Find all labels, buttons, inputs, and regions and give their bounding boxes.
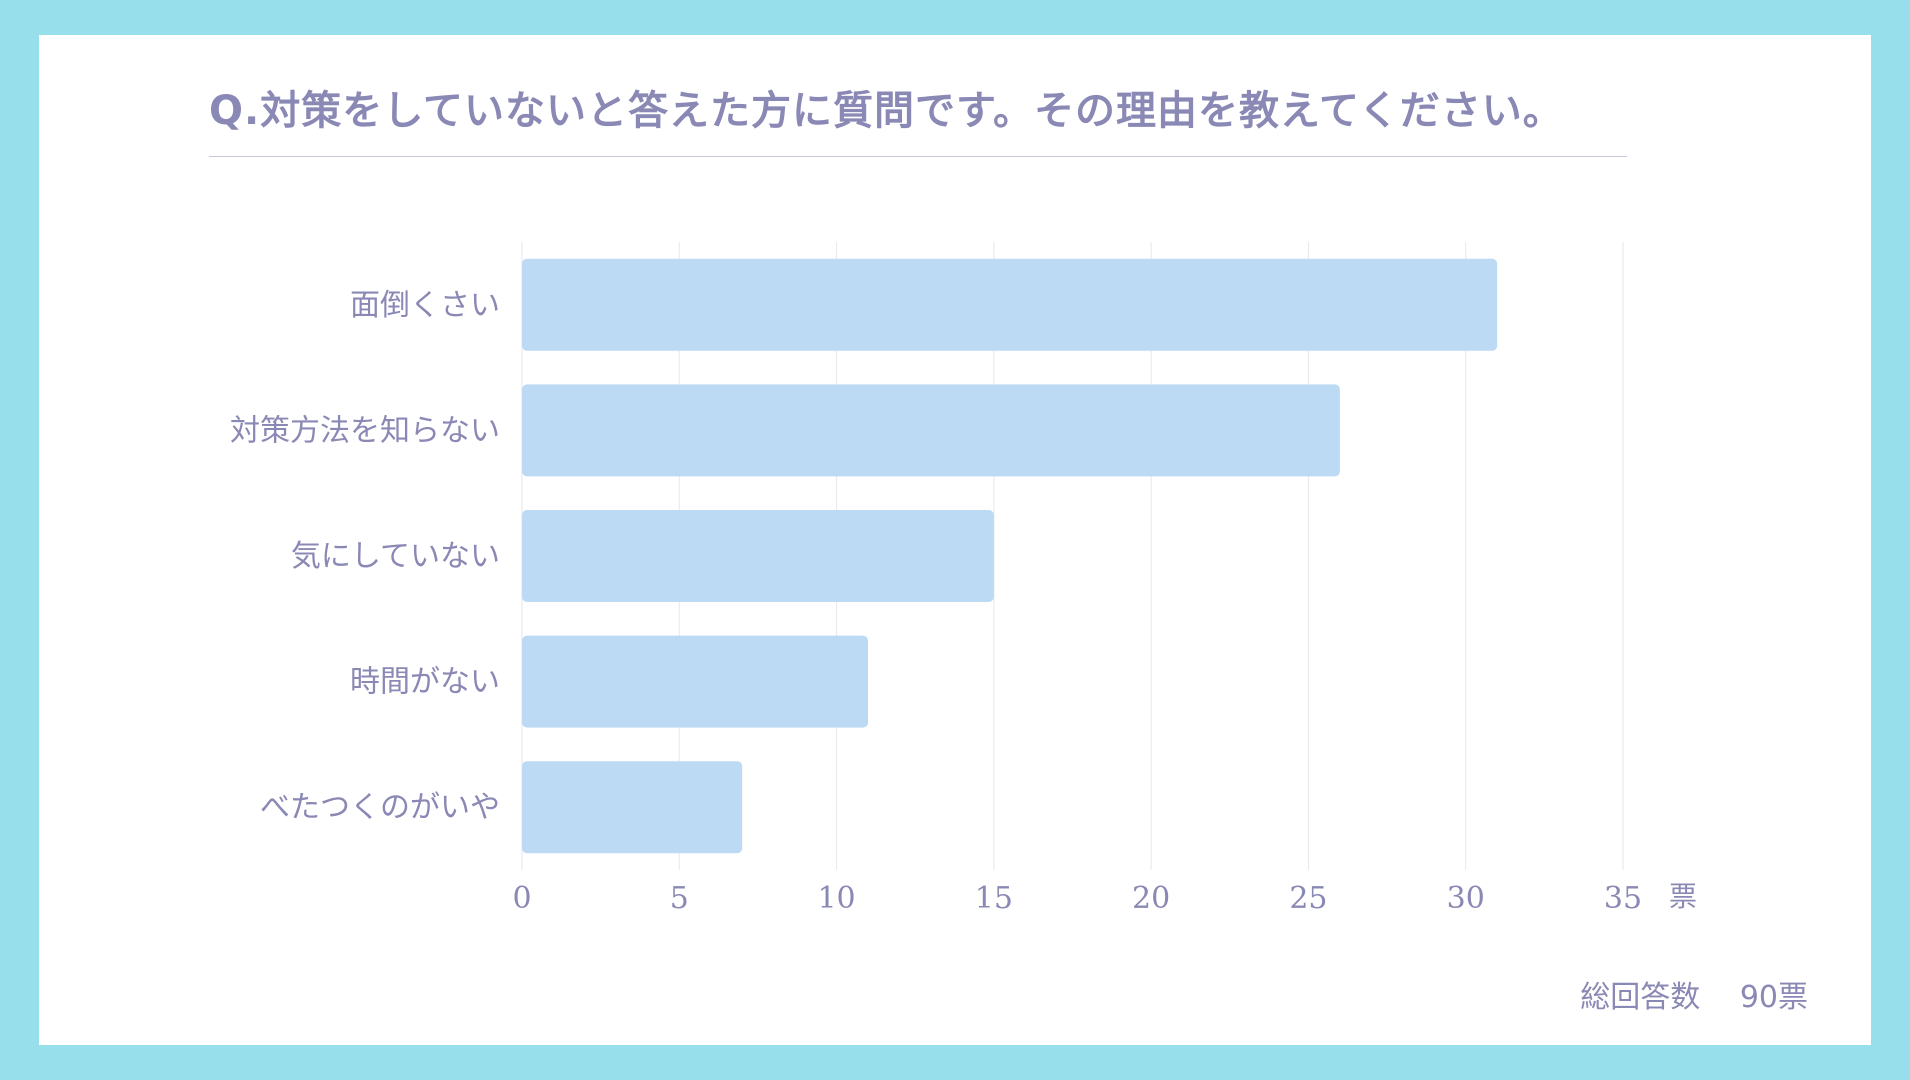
category-label: べたつくのがいや xyxy=(260,790,500,825)
x-tick-label: 5 xyxy=(670,881,689,916)
page-title: Q.対策をしていないと答えた方に質問です。その理由を教えてください。 xyxy=(209,88,1564,134)
x-tick-label: 25 xyxy=(1289,881,1327,916)
x-unit-label: 票 xyxy=(1669,880,1697,913)
x-tick-labels: 0 5 10 15 20 25 30 35 xyxy=(512,881,1642,916)
x-tick-label: 35 xyxy=(1604,881,1642,916)
bar xyxy=(522,384,1340,477)
category-label: 対策方法を知らない xyxy=(230,413,500,448)
category-label: 時間がない xyxy=(350,665,500,700)
x-tick-label: 10 xyxy=(817,881,855,916)
x-tick-label: 30 xyxy=(1447,881,1485,916)
bars xyxy=(522,258,1498,854)
x-tick-label: 15 xyxy=(975,881,1013,916)
bar xyxy=(522,510,994,602)
bar xyxy=(522,258,1498,351)
category-label: 気にしていない xyxy=(291,539,500,574)
x-tick-label: 20 xyxy=(1132,881,1170,916)
bar xyxy=(522,761,743,854)
category-label: 面倒くさい xyxy=(350,288,500,323)
x-tick-label: 0 xyxy=(512,881,531,916)
title-divider xyxy=(209,156,1627,157)
bar xyxy=(522,635,869,728)
total-responses: 総回答数 90票 xyxy=(1580,980,1808,1015)
